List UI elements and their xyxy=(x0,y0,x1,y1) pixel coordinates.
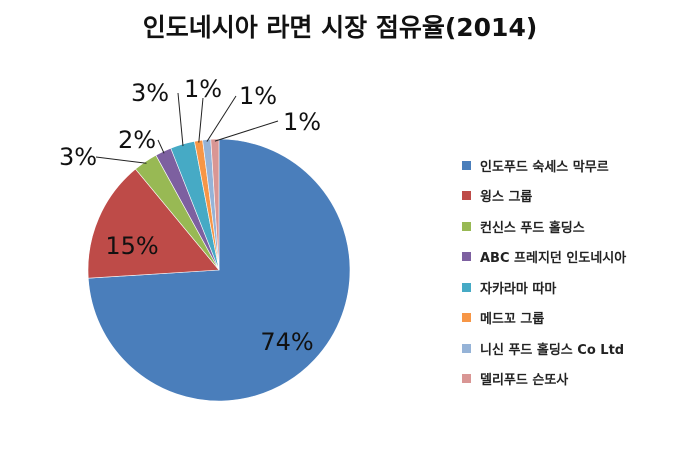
data-label-7: 1% xyxy=(239,82,277,110)
data-label-4: 2% xyxy=(118,126,156,154)
chart-title: 인도네시아 라면 시장 점유율(2014) xyxy=(142,13,538,42)
legend-label: 자카라마 따마 xyxy=(480,281,557,297)
legend-swatch xyxy=(462,252,471,262)
legend-label: 윙스 그룹 xyxy=(480,190,533,206)
leader-line-3 xyxy=(95,156,147,164)
legend-item: 델리푸드 슨또사 xyxy=(462,364,626,395)
legend-label: ABC 프레지던 인도네시아 xyxy=(480,251,627,267)
legend-swatch xyxy=(462,313,471,323)
legend-item: 메드꼬 그룹 xyxy=(462,303,626,334)
legend-swatch xyxy=(462,374,471,384)
legend-swatch xyxy=(462,282,471,292)
leader-line-5 xyxy=(177,92,184,147)
pie-slice-8 xyxy=(210,138,220,271)
pie-slices xyxy=(87,138,351,402)
leader-lines xyxy=(95,92,279,164)
legend-item: 인도푸드 숙세스 막무르 xyxy=(462,150,626,181)
legend-item: 니신 푸드 홀딩스 Co Ltd xyxy=(462,333,626,364)
data-label-6: 1% xyxy=(184,75,222,103)
legend-item: 윙스 그룹 xyxy=(462,181,626,212)
legend-item: ABC 프레지던 인도네시아 xyxy=(462,242,626,273)
legend-swatch xyxy=(462,191,471,201)
legend-label: 델리푸드 슨또사 xyxy=(480,373,569,389)
data-label-1: 74% xyxy=(260,328,313,356)
data-label-8: 1% xyxy=(283,108,321,136)
pie-slice-2 xyxy=(87,168,220,279)
leader-line-7 xyxy=(206,95,237,142)
data-label-2: 15% xyxy=(105,232,158,260)
leader-line-6 xyxy=(198,97,204,143)
leader-line-4 xyxy=(157,139,165,154)
legend-item: 자카라마 따마 xyxy=(462,272,626,303)
legend-item: 컨신스 푸드 홀딩스 xyxy=(462,211,626,242)
data-labels: 74%15%3%2%3% 1% 1%1% xyxy=(59,75,321,356)
legend-swatch xyxy=(462,160,471,170)
legend-swatch xyxy=(462,221,471,231)
legend-label: 인도푸드 숙세스 막무르 xyxy=(480,159,609,175)
legend-swatch xyxy=(462,343,471,353)
leader-line-8 xyxy=(214,120,279,142)
legend-label: 메드꼬 그룹 xyxy=(480,312,545,328)
legend-label: 니신 푸드 홀딩스 Co Ltd xyxy=(480,342,625,358)
data-label-5: 3% xyxy=(131,79,169,107)
data-label-3: 3% xyxy=(59,143,97,171)
legend-label: 컨신스 푸드 홀딩스 xyxy=(480,220,585,236)
